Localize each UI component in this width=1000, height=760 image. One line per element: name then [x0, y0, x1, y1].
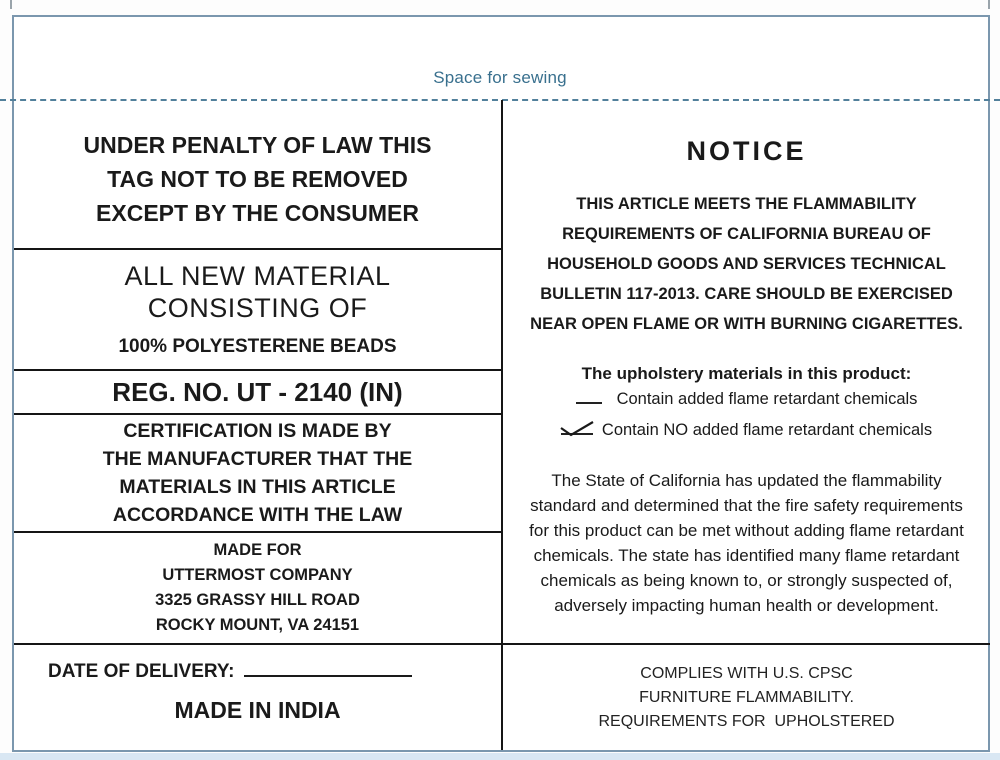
certification-line: CERTIFICATION IS MADE BY: [123, 420, 392, 442]
notice-title: NOTICE: [686, 136, 807, 166]
delivery-label: DATE OF DELIVERY:: [48, 661, 235, 682]
penalty-line: UNDER PENALTY OF LAW THIS: [83, 132, 432, 158]
made-for-line: ROCKY MOUNT, VA 24151: [155, 616, 360, 634]
certification-line: MATERIALS IN THIS ARTICLE: [119, 476, 396, 498]
checked-blank: [560, 421, 594, 437]
made-for-line: MADE FOR: [213, 541, 302, 559]
penalty-line: TAG NOT TO BE REMOVED: [107, 166, 408, 192]
state-update-line: chemicals as being known to, or strongly…: [540, 571, 953, 590]
made-for-section: MADE FOR UTTERMOST COMPANY 3325 GRASSY H…: [14, 533, 501, 645]
compliance-line: FURNITURE FLAMMABILITY.: [639, 688, 854, 706]
cpsc-compliance-section: COMPLIES WITH U.S. CPSC FURNITURE FLAMMA…: [503, 643, 990, 750]
made-for-line: UTTERMOST COMPANY: [162, 566, 353, 584]
penalty-line: EXCEPT BY THE CONSUMER: [96, 200, 419, 226]
top-left-tick-mark: [10, 0, 12, 9]
material-section: ALL NEW MATERIAL CONSISTING OF 100% POLY…: [14, 250, 501, 371]
state-update-line: The State of California has updated the …: [551, 471, 942, 490]
unchecked-blank: [575, 390, 602, 404]
certification-line: THE MANUFACTURER THAT THE: [102, 448, 413, 470]
sewing-fold-dashed-line: [0, 99, 1000, 101]
upholstery-heading: The upholstery materials in this product…: [581, 364, 912, 383]
flammability-line: THIS ARTICLE MEETS THE FLAMMABILITY: [576, 195, 917, 213]
country-of-origin: MADE IN INDIA: [174, 697, 341, 723]
flammability-line: HOUSEHOLD GOODS AND SERVICES TECHNICAL: [547, 255, 946, 273]
sewing-space-note: Space for sewing: [433, 68, 567, 87]
flame-retardant-option-unchecked: Contain added flame retardant chemicals: [575, 384, 918, 415]
material-line: CONSISTING OF: [147, 293, 368, 323]
option-text: Contain added flame retardant chemicals: [616, 390, 918, 408]
check-icon: [560, 421, 594, 437]
penalty-section: UNDER PENALTY OF LAW THIS TAG NOT TO BE …: [14, 100, 501, 250]
compliance-line: REQUIREMENTS FOR UPHOLSTERED: [598, 712, 895, 730]
state-update-line: for this product can be met without addi…: [529, 521, 964, 540]
material-line: ALL NEW MATERIAL: [124, 261, 391, 291]
certification-line: ACCORDANCE WITH THE LAW: [112, 504, 403, 526]
delivery-row: DATE OF DELIVERY:: [48, 661, 501, 683]
flammability-line: NEAR OPEN FLAME OR WITH BURNING CIGARETT…: [530, 315, 963, 333]
material-content: 100% POLYESTERENE BEADS: [118, 336, 397, 357]
delivery-origin-section: DATE OF DELIVERY: MADE IN INDIA: [14, 645, 501, 750]
column-divider: [501, 100, 503, 750]
page-background-strip: [0, 753, 1000, 760]
state-update-line: standard and determined that the fire sa…: [530, 496, 963, 515]
flammability-paragraph: THIS ARTICLE MEETS THE FLAMMABILITY REQU…: [530, 189, 963, 339]
made-for-line: 3325 GRASSY HILL ROAD: [155, 591, 360, 609]
state-update-paragraph: The State of California has updated the …: [529, 468, 964, 618]
state-update-line: chemicals. The state has identified many…: [533, 546, 960, 565]
certification-section: CERTIFICATION IS MADE BY THE MANUFACTURE…: [14, 415, 501, 533]
registration-number: REG. NO. UT - 2140 (IN): [112, 376, 403, 407]
flammability-line: BULLETIN 117-2013. CARE SHOULD BE EXERCI…: [540, 285, 953, 303]
flame-retardant-option-checked: Contain NO added flame retardant chemica…: [560, 415, 933, 446]
state-update-line: adversely impacting human health or deve…: [554, 596, 939, 615]
flammability-line: REQUIREMENTS OF CALIFORNIA BUREAU OF: [562, 225, 931, 243]
top-right-tick-mark: [988, 0, 990, 9]
delivery-date-blank: [244, 661, 413, 677]
notice-section: NOTICE THIS ARTICLE MEETS THE FLAMMABILI…: [503, 100, 990, 643]
option-text: Contain NO added flame retardant chemica…: [601, 421, 933, 439]
compliance-line: COMPLIES WITH U.S. CPSC: [640, 664, 853, 682]
registration-number-section: REG. NO. UT - 2140 (IN): [14, 371, 501, 415]
